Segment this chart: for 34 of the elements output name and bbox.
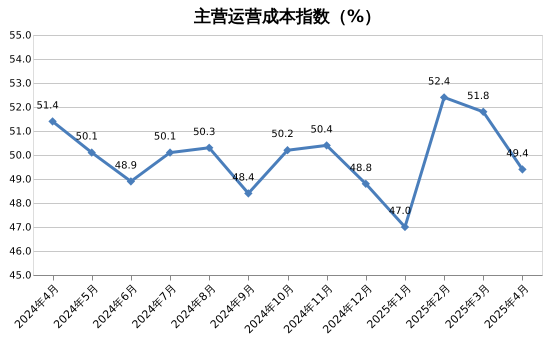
text: 50.1 bbox=[76, 132, 98, 143]
text: 50.2 bbox=[271, 129, 294, 140]
y-tick-label: 49.0 bbox=[9, 174, 32, 186]
y-tick-label: 54.0 bbox=[9, 54, 32, 66]
y-tick-label: 55.0 bbox=[9, 30, 32, 42]
text: 52.4 bbox=[428, 76, 450, 88]
point bbox=[244, 189, 253, 198]
y-tick-label: 48.0 bbox=[9, 198, 32, 210]
point bbox=[166, 148, 174, 157]
text: 51.4 bbox=[36, 100, 59, 112]
chart-title: 主营运营成本指数（%） bbox=[192, 7, 382, 27]
point bbox=[440, 93, 448, 102]
point bbox=[400, 222, 410, 232]
point bbox=[283, 146, 292, 154]
y-tick-label: 50.0 bbox=[9, 150, 32, 162]
y-tick-label: 45.0 bbox=[9, 270, 32, 282]
point bbox=[48, 117, 57, 126]
y-tick-label: 53.0 bbox=[9, 78, 32, 90]
point bbox=[88, 148, 96, 157]
y-tick-label: 51.0 bbox=[9, 126, 32, 138]
point bbox=[518, 165, 527, 174]
y-tick-label: 52.0 bbox=[9, 102, 32, 114]
text: 50.4 bbox=[310, 124, 333, 136]
text: 50.1 bbox=[154, 132, 176, 143]
y-tick-label: 47.0 bbox=[9, 222, 32, 234]
y-tick-label: 46.0 bbox=[9, 246, 32, 258]
text: 48.9 bbox=[114, 160, 138, 172]
point bbox=[479, 108, 488, 116]
text: 50.3 bbox=[193, 126, 216, 138]
point bbox=[362, 180, 370, 188]
text: 51.8 bbox=[467, 90, 490, 102]
point bbox=[205, 144, 214, 152]
point bbox=[322, 141, 331, 150]
point bbox=[126, 177, 136, 186]
